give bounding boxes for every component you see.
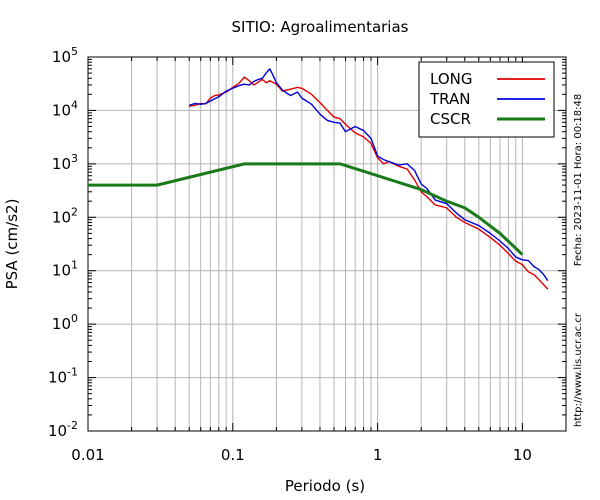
x-tick-label: 1 [373,446,383,464]
x-tick-label: 0.01 [71,446,104,464]
axis-ticks [87,56,567,432]
y-tick-label: 10-1 [48,366,78,387]
x-tick-label: 10 [513,446,532,464]
x-axis-label: Periodo (s) [285,477,365,495]
y-tick-label: 104 [52,98,78,119]
series-line-long [189,76,549,290]
legend-label-long: LONG [430,70,472,88]
x-tick-labels: 0.01 0.1 1 10 [71,446,532,464]
legend: LONG TRAN CSCR [418,61,555,138]
y-tick-label: 10-2 [48,419,78,440]
series-layer [88,68,549,290]
plot-frame [87,56,567,432]
source-url: http://www.lis.ucr.ac.cr [573,312,584,427]
y-tick-label: 102 [52,205,78,226]
series-line-cscr [88,162,524,256]
y-tick-labels: 10-2 10-1 100 101 102 103 104 105 [48,45,78,440]
x-tick-label: 0.1 [221,446,245,464]
y-tick-label: 105 [52,45,78,66]
series-line-tran [189,68,549,282]
y-axis-label: PSA (cm/s2) [3,199,21,290]
y-tick-label: 101 [52,259,78,280]
y-tick-label: 100 [52,312,78,333]
timestamp-label: Fecha: 2023-11-01 Hora: 00:18:48 [573,94,584,267]
y-tick-label: 103 [52,152,78,173]
legend-label-cscr: CSCR [430,110,471,128]
chart-title: SITIO: Agroalimentarias [232,18,409,36]
chart-grid [87,56,567,432]
legend-label-tran: TRAN [429,90,470,108]
